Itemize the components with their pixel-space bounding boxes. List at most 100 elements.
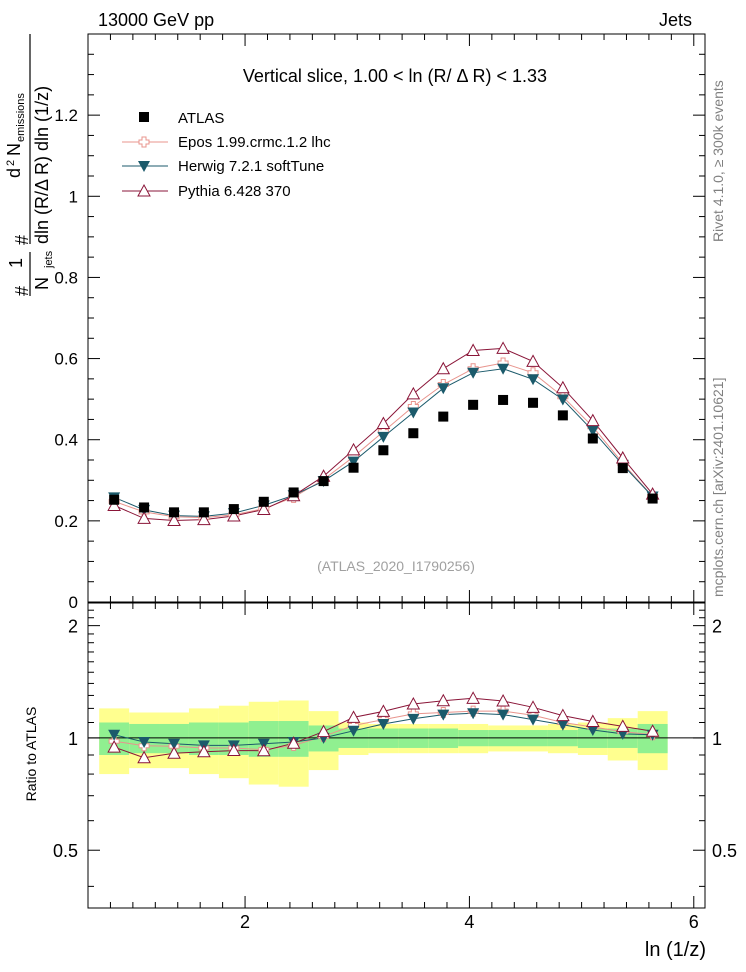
main-y-tick-label: 0.6 [54, 350, 78, 369]
data-point-pythia [137, 511, 151, 524]
ratio-point-pythia [256, 743, 271, 757]
main-y-tick-label: 0.8 [54, 268, 78, 287]
data-point-atlas [498, 394, 509, 405]
ratio-point-herwig [467, 708, 480, 720]
ylabel-denominator: dln (R/Δ R) dln (1/z) [32, 86, 52, 244]
data-point-atlas [169, 507, 180, 518]
ratio-point-pythia [645, 724, 660, 737]
header-jets-label: Jets [659, 10, 692, 30]
ratio-point-pythia [137, 750, 151, 764]
data-point-pythia [256, 502, 271, 515]
ratio-point-pythia [167, 746, 181, 759]
ylabel-d2-superscript: 2 [5, 160, 17, 166]
main-panel: 0 0.2 0.4 0.6 0.8 1 1.2 Vertical slice, 1.00 <… [4, 33, 706, 612]
ratio-y-tick-label-right: 1 [712, 729, 722, 749]
legend-label-epos: Epos 1.99.crmc.1.2 lhc [178, 134, 331, 151]
data-point-pythia [376, 416, 391, 429]
main-y-axis-label: # 1 N jets # d 2 N emissions dln (R/Δ R)… [4, 34, 55, 296]
ylabel-one: 1 [6, 258, 26, 268]
ylabel-emissions-subscript: emissions [15, 93, 27, 142]
chart-title: Vertical slice, 1.00 < ln (R/ Δ R) < 1.3… [243, 66, 547, 86]
main-y-tick-label: 0.2 [54, 512, 78, 531]
main-y-tick-label: 0 [69, 593, 78, 612]
main-panel-series [107, 341, 660, 526]
ylabel-hash-left: # [12, 286, 32, 296]
ratio-panel-series [107, 691, 660, 764]
legend-marker-pythia [137, 183, 151, 197]
data-point-atlas [438, 411, 449, 422]
ratio-point-pythia [585, 714, 600, 727]
data-point-atlas [318, 476, 329, 487]
ratio-point-herwig [138, 737, 151, 749]
ratio-point-herwig [168, 738, 181, 750]
data-point-atlas [468, 399, 479, 410]
legend-label-pythia: Pythia 6.428 370 [178, 183, 291, 200]
ratio-y-tick-label: 0.5 [53, 841, 78, 861]
data-point-pythia [226, 508, 241, 522]
data-point-atlas [557, 410, 568, 421]
data-point-pythia [346, 442, 361, 456]
data-point-atlas [348, 462, 359, 473]
data-point-atlas [528, 397, 539, 408]
data-point-pythia [526, 354, 540, 367]
data-point-pythia [436, 361, 451, 375]
data-point-pythia [406, 386, 421, 400]
ratio-x-tick-label: 4 [464, 912, 474, 932]
data-point-pythia [556, 380, 570, 394]
header-energy-label: 13000 GeV pp [98, 10, 214, 30]
ratio-panel-axes: 0.5 0.5 1 1 2 2 2 4 6 [53, 603, 737, 932]
data-point-pythia [496, 341, 510, 354]
ratio-point-pythia [496, 693, 510, 707]
legend-entry-epos: Epos 1.99.crmc.1.2 lhc [122, 134, 331, 151]
legend-marker-epos [138, 136, 150, 148]
ratio-panel-frame [87, 602, 706, 909]
legend-entry-pythia: Pythia 6.428 370 [122, 183, 291, 200]
data-point-pythia [107, 498, 121, 511]
ratio-y-tick-label-right: 0.5 [712, 841, 737, 861]
ratio-point-pythia [346, 710, 361, 723]
data-point-atlas [139, 502, 150, 513]
ratio-point-herwig [347, 725, 360, 737]
ratio-y-tick-label: 2 [68, 617, 78, 637]
data-point-herwig [556, 394, 569, 406]
data-point-pythia [585, 413, 600, 427]
ratio-y-tick-label-right: 2 [712, 617, 722, 637]
data-point-atlas [378, 445, 389, 456]
legend-entry-atlas: ATLAS [139, 110, 224, 127]
main-y-tick-label: 0.4 [54, 431, 78, 450]
data-point-atlas [109, 494, 120, 505]
ratio-point-herwig [437, 709, 450, 721]
ylabel-jets-subscript: jets [43, 250, 55, 269]
data-point-atlas [617, 463, 628, 474]
data-point-atlas [647, 493, 658, 504]
ratio-point-pythia [376, 704, 391, 717]
ylabel-hash-right: # [12, 235, 32, 245]
ratio-point-herwig [586, 725, 599, 737]
ratio-point-pythia [226, 743, 241, 757]
ratio-y-axis-label: Ratio to ATLAS [23, 707, 39, 802]
ratio-point-herwig [556, 719, 569, 731]
ratio-point-pythia [436, 693, 451, 707]
data-point-atlas [228, 504, 239, 515]
legend-entry-herwig: Herwig 7.2.1 softTune [122, 158, 324, 175]
legend-label-herwig: Herwig 7.2.1 softTune [178, 158, 324, 175]
data-point-herwig [467, 367, 480, 379]
ylabel-n-jets: N [32, 277, 52, 290]
data-point-atlas [198, 507, 209, 518]
ratio-point-herwig [407, 713, 420, 725]
ratio-point-pythia [197, 744, 211, 758]
data-point-atlas [587, 433, 598, 444]
data-point-atlas [258, 496, 269, 507]
rivet-version-label: Rivet 4.1.0, ≥ 300k events [710, 80, 726, 242]
data-point-herwig [377, 431, 390, 443]
data-point-herwig [586, 425, 599, 437]
ratio-panel: 0.5 0.5 1 1 2 2 2 4 6 Ratio to ATLAS ln (1/z) [23, 602, 737, 961]
data-point-pythia [167, 513, 181, 526]
ratio-point-pythia [526, 700, 540, 713]
legend-label-atlas: ATLAS [178, 110, 224, 127]
main-y-tick-label: 1 [69, 187, 78, 206]
data-point-herwig [437, 383, 450, 395]
main-y-tick-label: 1.2 [54, 106, 78, 125]
legend-marker-herwig [138, 161, 150, 172]
data-point-pythia [466, 343, 480, 356]
